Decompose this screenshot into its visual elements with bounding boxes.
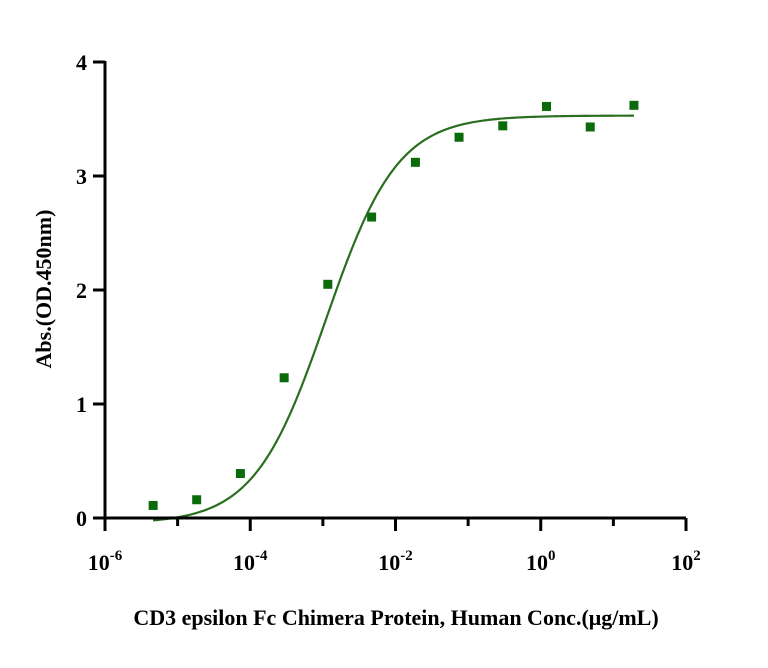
y-tick-label: 0 bbox=[76, 506, 87, 531]
data-point bbox=[235, 469, 245, 479]
y-axis-label: Abs.(OD.450nm) bbox=[31, 210, 56, 369]
x-tick-base: 10 bbox=[378, 550, 400, 575]
data-point bbox=[192, 495, 202, 505]
x-tick-exponent: -2 bbox=[400, 548, 413, 564]
data-point bbox=[279, 373, 289, 383]
x-tick-base: 10 bbox=[526, 550, 548, 575]
data-points-layer bbox=[148, 100, 639, 510]
x-tick-label: 102 bbox=[671, 548, 701, 575]
x-tick-label: 10-6 bbox=[88, 548, 123, 575]
y-tick-label: 4 bbox=[76, 50, 87, 75]
y-tick-label: 2 bbox=[76, 278, 87, 303]
x-tick-base: 10 bbox=[671, 550, 693, 575]
x-tick-exponent: -4 bbox=[255, 548, 268, 564]
data-point bbox=[629, 100, 639, 110]
data-point bbox=[410, 157, 420, 167]
data-point bbox=[498, 121, 508, 131]
data-point bbox=[367, 212, 377, 222]
data-point bbox=[454, 132, 464, 142]
x-tick-exponent: -6 bbox=[110, 548, 123, 564]
fit-curve bbox=[153, 114, 634, 522]
x-axis-label: CD3 epsilon Fc Chimera Protein, Human Co… bbox=[133, 605, 658, 630]
x-tick-label: 10-2 bbox=[378, 548, 413, 575]
x-tick-exponent: 0 bbox=[548, 548, 556, 564]
data-point bbox=[585, 122, 595, 132]
axes-layer bbox=[103, 61, 686, 520]
data-point bbox=[148, 500, 158, 510]
x-tick-base: 10 bbox=[233, 550, 255, 575]
fit-curve-layer bbox=[153, 114, 634, 522]
y-tick-label: 3 bbox=[76, 164, 87, 189]
x-tick-label: 10-4 bbox=[233, 548, 268, 575]
x-tick-base: 10 bbox=[88, 550, 110, 575]
x-tick-label: 100 bbox=[526, 548, 556, 575]
x-tick-exponent: 2 bbox=[693, 548, 701, 564]
data-point bbox=[323, 279, 333, 289]
data-point bbox=[542, 101, 552, 111]
y-tick-label: 1 bbox=[76, 392, 87, 417]
